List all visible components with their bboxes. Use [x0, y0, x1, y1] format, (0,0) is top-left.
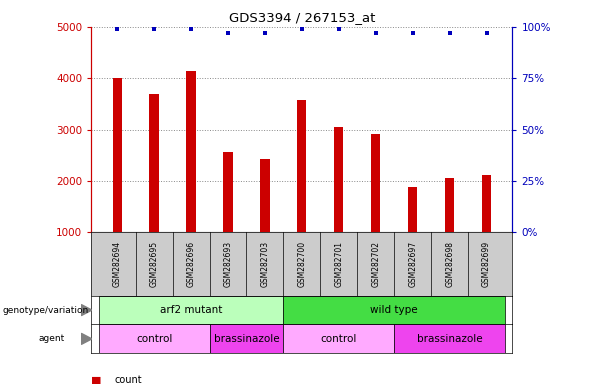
Bar [371, 134, 380, 232]
Bar [297, 100, 306, 232]
Text: brassinazole: brassinazole [417, 334, 482, 344]
Bar [99, 324, 210, 353]
Bar [394, 324, 505, 353]
Bar [223, 152, 233, 232]
Text: GSM282695: GSM282695 [150, 241, 158, 287]
Text: GSM282698: GSM282698 [445, 241, 454, 287]
Text: wild type: wild type [370, 305, 418, 315]
Point [223, 30, 233, 36]
Text: GSM282697: GSM282697 [408, 241, 417, 287]
Text: brassinazole: brassinazole [214, 334, 279, 344]
Text: agent: agent [38, 334, 65, 343]
Text: control: control [136, 334, 173, 344]
Bar [482, 175, 491, 232]
Point [482, 30, 491, 36]
Point [297, 26, 306, 32]
Bar [408, 187, 417, 232]
Bar [283, 296, 505, 324]
Text: count: count [115, 375, 143, 384]
Point [371, 30, 380, 36]
Text: ■: ■ [91, 375, 102, 384]
Text: genotype/variation: genotype/variation [3, 306, 89, 314]
Bar [283, 324, 394, 353]
Text: GSM282696: GSM282696 [187, 241, 196, 287]
Text: GSM282700: GSM282700 [297, 241, 306, 287]
Text: arf2 mutant: arf2 mutant [160, 305, 222, 315]
Title: GDS3394 / 267153_at: GDS3394 / 267153_at [229, 11, 375, 24]
Bar [150, 94, 158, 232]
Point [186, 26, 196, 32]
Point [150, 26, 159, 32]
Text: GSM282694: GSM282694 [112, 241, 122, 287]
Bar [260, 159, 270, 232]
Polygon shape [81, 333, 92, 344]
Point [112, 26, 122, 32]
Point [445, 30, 454, 36]
Bar [99, 296, 283, 324]
Bar [187, 71, 196, 232]
Text: GSM282703: GSM282703 [260, 241, 269, 287]
Point [260, 30, 270, 36]
Text: GSM282693: GSM282693 [223, 241, 233, 287]
Polygon shape [81, 305, 92, 316]
Text: control: control [320, 334, 357, 344]
Bar [112, 78, 122, 232]
Point [334, 26, 343, 32]
Text: GSM282701: GSM282701 [335, 241, 343, 287]
Bar [210, 324, 283, 353]
Text: GSM282699: GSM282699 [482, 241, 491, 287]
Point [408, 30, 418, 36]
Bar [445, 178, 454, 232]
Bar [334, 127, 343, 232]
Text: GSM282702: GSM282702 [371, 241, 380, 287]
